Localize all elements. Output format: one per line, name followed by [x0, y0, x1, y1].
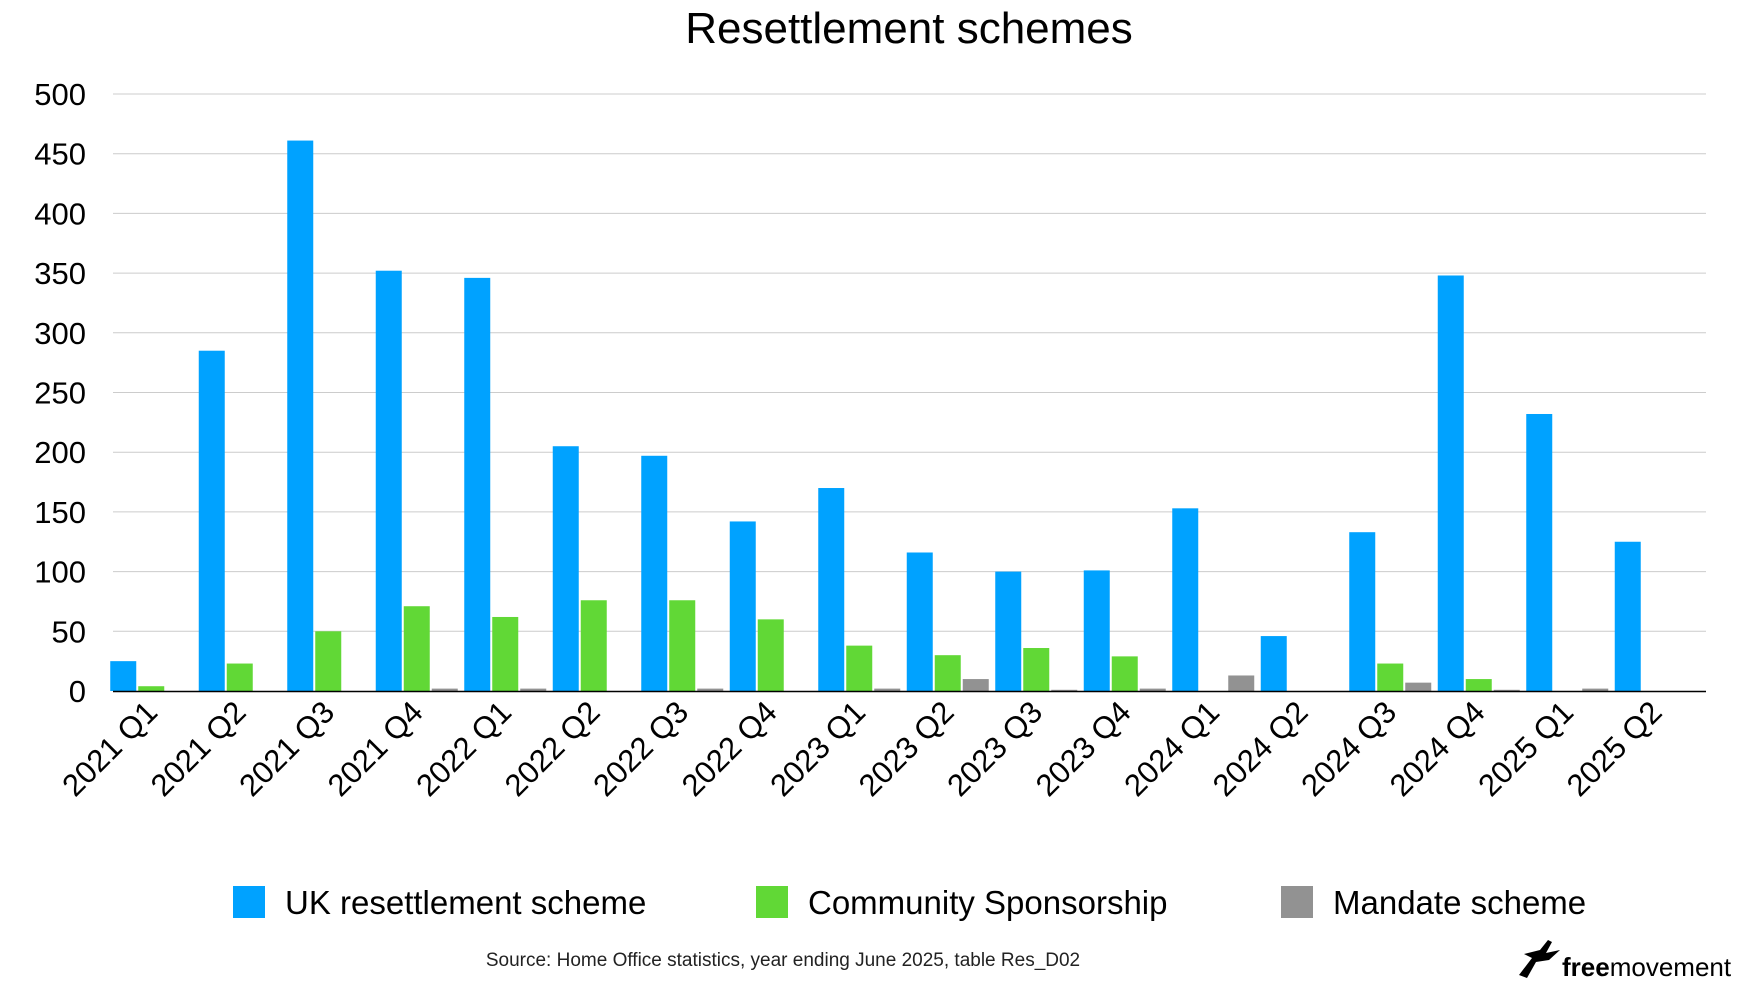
bar-uk-resettlement-scheme [198, 350, 225, 691]
y-tick-label: 50 [52, 614, 86, 649]
bar-community-sponsorship [757, 619, 784, 691]
x-tick-label: 2024 Q1 [1117, 694, 1226, 803]
bar-uk-resettlement-scheme [287, 140, 314, 692]
bar-mandate-scheme [1051, 689, 1078, 691]
freemovement-logo: freemovement [1519, 940, 1732, 982]
y-tick-label: 150 [34, 495, 86, 530]
bird-icon [1519, 940, 1560, 978]
y-tick-label: 400 [34, 196, 86, 231]
x-tick-label: 2021 Q4 [321, 694, 430, 803]
x-tick-label: 2022 Q4 [675, 694, 784, 803]
bar-uk-resettlement-scheme [552, 446, 579, 691]
y-tick-label: 200 [34, 435, 86, 470]
bar-community-sponsorship [492, 616, 519, 691]
source-note: Source: Home Office statistics, year end… [486, 950, 1080, 971]
bar-community-sponsorship [934, 655, 961, 691]
bar-community-sponsorship [1111, 656, 1138, 691]
chart-title: Resettlement schemes [685, 4, 1133, 53]
bar-uk-resettlement-scheme [1614, 541, 1641, 691]
bar-uk-resettlement-scheme [1437, 275, 1464, 691]
bar-mandate-scheme [1228, 675, 1255, 691]
bar-mandate-scheme [962, 679, 989, 691]
legend-swatch [233, 886, 265, 918]
x-tick-label: 2024 Q2 [1206, 694, 1315, 803]
bar-mandate-scheme [1493, 689, 1520, 691]
x-tick-label: 2022 Q3 [586, 694, 695, 803]
bar-uk-resettlement-scheme [1526, 413, 1553, 691]
x-tick-label: 2024 Q4 [1383, 694, 1492, 803]
svg-text:freemovement: freemovement [1562, 952, 1732, 982]
bar-community-sponsorship [1377, 663, 1404, 691]
bar-uk-resettlement-scheme [995, 571, 1022, 691]
y-tick-label: 350 [34, 256, 86, 291]
bar-community-sponsorship [669, 600, 696, 691]
x-tick-label: 2021 Q2 [144, 694, 253, 803]
logo-text-movement: movement [1610, 952, 1732, 982]
y-tick-label: 250 [34, 376, 86, 411]
logo-text-free: free [1562, 952, 1610, 982]
bar-uk-resettlement-scheme [818, 488, 845, 691]
x-tick-label: 2022 Q1 [409, 694, 518, 803]
bar-community-sponsorship [138, 686, 165, 691]
y-tick-label: 500 [34, 77, 86, 112]
y-tick-label: 300 [34, 316, 86, 351]
legend-swatch [756, 886, 788, 918]
bar-mandate-scheme [874, 688, 901, 691]
bar-community-sponsorship [846, 645, 873, 691]
bar-mandate-scheme [431, 688, 458, 691]
x-tick-label: 2023 Q4 [1029, 694, 1138, 803]
bar-mandate-scheme [1139, 688, 1166, 691]
x-tick-label: 2024 Q3 [1294, 694, 1403, 803]
bar-community-sponsorship [226, 663, 253, 691]
bar-uk-resettlement-scheme [1349, 532, 1376, 691]
x-tick-label: 2023 Q2 [852, 694, 961, 803]
bar-uk-resettlement-scheme [1260, 636, 1287, 691]
bar-mandate-scheme [1405, 682, 1432, 691]
bar-community-sponsorship [580, 600, 607, 691]
grid-lines [113, 93, 1706, 632]
bar-uk-resettlement-scheme [729, 521, 756, 691]
legend-label: Community Sponsorship [808, 884, 1168, 921]
bar-mandate-scheme [520, 688, 547, 691]
x-tick-label: 2021 Q1 [55, 694, 164, 803]
x-tick-label: 2023 Q1 [763, 694, 872, 803]
x-tick-label: 2025 Q2 [1560, 694, 1669, 803]
bar-uk-resettlement-scheme [641, 455, 668, 691]
bar-uk-resettlement-scheme [110, 661, 137, 691]
legend: UK resettlement scheme Community Sponsors… [233, 884, 1586, 921]
bar-community-sponsorship [315, 631, 342, 691]
bars [110, 140, 1641, 692]
bar-uk-resettlement-scheme [906, 552, 933, 691]
legend-label: Mandate scheme [1333, 884, 1586, 921]
y-tick-label: 450 [34, 137, 86, 172]
bar-community-sponsorship [403, 606, 430, 691]
bar-community-sponsorship [1465, 679, 1492, 691]
y-tick-label: 0 [69, 674, 86, 709]
bar-uk-resettlement-scheme [464, 277, 491, 691]
bar-uk-resettlement-scheme [1083, 570, 1110, 691]
x-tick-label: 2022 Q2 [498, 694, 607, 803]
y-tick-label: 100 [34, 555, 86, 590]
x-tick-label: 2023 Q3 [940, 694, 1049, 803]
legend-swatch [1281, 886, 1313, 918]
y-axis-ticks: 0 50 100 150 200 250 300 350 400 450 500 [34, 77, 86, 709]
x-tick-label: 2021 Q3 [232, 694, 341, 803]
bar-uk-resettlement-scheme [375, 270, 402, 691]
x-tick-label: 2025 Q1 [1471, 694, 1580, 803]
bar-community-sponsorship [1023, 648, 1050, 691]
bar-mandate-scheme [697, 688, 724, 691]
bar-uk-resettlement-scheme [1172, 508, 1199, 691]
legend-label: UK resettlement scheme [285, 884, 646, 921]
bar-mandate-scheme [1582, 688, 1609, 691]
